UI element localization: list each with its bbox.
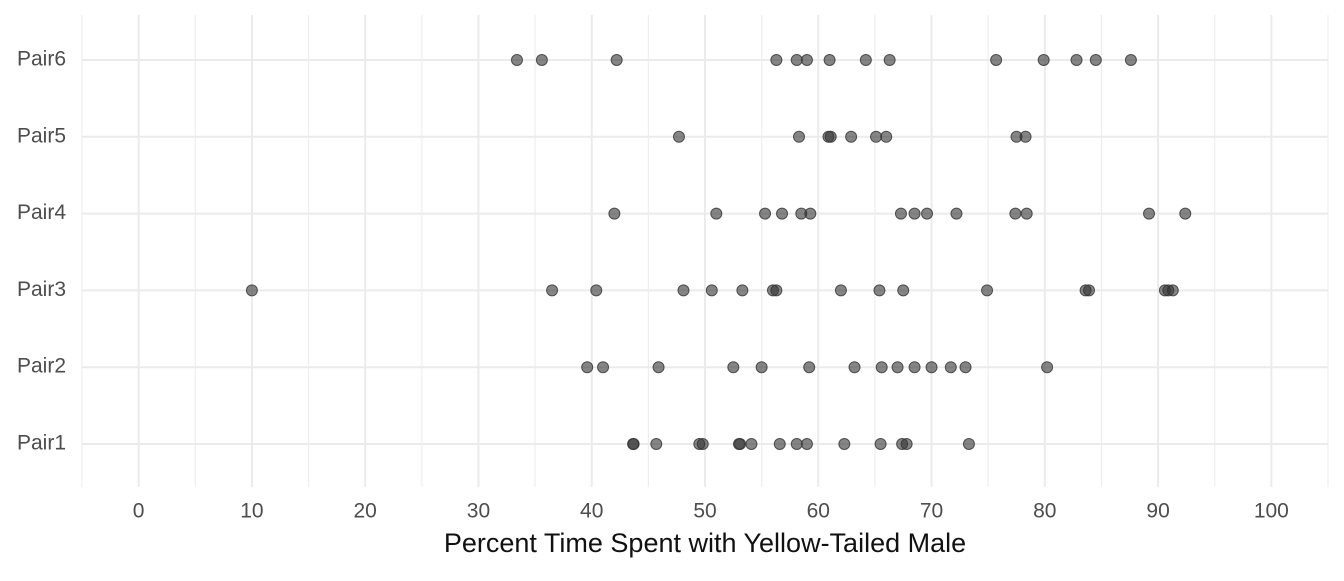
point [1166,284,1179,297]
x-tick-label: 0 [133,500,145,523]
y-tick-label: Pair4 [17,201,66,224]
point [950,207,963,220]
point [793,130,806,143]
point [734,438,747,450]
point [1143,207,1156,220]
point [652,361,665,374]
x-tick-label: 100 [1254,500,1289,523]
x-tick-label: 40 [580,500,603,523]
point [590,284,603,297]
point [925,361,938,374]
point [627,438,640,450]
point [1009,207,1022,220]
point [859,54,872,66]
point [800,438,813,450]
point [880,130,893,143]
point [891,361,904,374]
point [727,361,740,374]
point [790,438,803,450]
point [759,207,772,220]
point [597,361,610,374]
point [776,207,789,220]
point [755,361,768,374]
point [245,284,258,297]
point [944,361,957,374]
point [1020,207,1033,220]
point [870,130,883,143]
y-tick-label: Pair5 [17,124,66,147]
point [1089,54,1102,66]
point [981,284,994,297]
x-tick-label: 70 [920,500,943,523]
x-tick-label: 10 [240,500,263,523]
point [959,361,972,374]
point [824,130,837,143]
point [677,284,690,297]
point [921,207,934,220]
point [770,54,783,66]
x-tick-label: 20 [354,500,377,523]
point [705,284,718,297]
point [873,284,886,297]
y-tick-label: Pair2 [17,355,66,378]
point [834,284,847,297]
x-axis-title: Percent Time Spent with Yellow-Tailed Ma… [444,528,966,558]
point [823,54,836,66]
point [838,438,851,450]
point [845,130,858,143]
grid [81,15,1329,487]
point [883,54,896,66]
x-tick-label: 80 [1033,500,1056,523]
point [696,438,709,450]
point [672,130,685,143]
point [962,438,975,450]
x-tick-label: 30 [467,500,490,523]
point [894,207,907,220]
point [1179,207,1192,220]
point [581,361,594,374]
point [908,207,921,220]
point [1019,130,1032,143]
point [900,438,913,450]
point [610,54,623,66]
point [908,361,921,374]
point [535,54,548,66]
y-tick-label: Pair6 [17,48,66,71]
x-tick-label: 90 [1146,500,1169,523]
points [245,54,1192,450]
point [510,54,523,66]
point [1041,361,1054,374]
point [803,361,816,374]
x-tick-label: 60 [807,500,830,523]
point [800,54,813,66]
point [1037,54,1050,66]
point [710,207,723,220]
point [736,284,749,297]
point [608,207,621,220]
x-tick-label: 50 [693,500,716,523]
y-tick-label: Pair1 [17,432,66,455]
point [1070,54,1083,66]
point [990,54,1003,66]
point [1124,54,1137,66]
point [770,284,783,297]
point [897,284,910,297]
point [745,438,758,450]
y-tick-label: Pair3 [17,278,66,301]
point [804,207,817,220]
point [650,438,663,450]
point [773,438,786,450]
point [875,361,888,374]
point [790,54,803,66]
point [848,361,861,374]
point [874,438,887,450]
point [1082,284,1095,297]
point [546,284,559,297]
